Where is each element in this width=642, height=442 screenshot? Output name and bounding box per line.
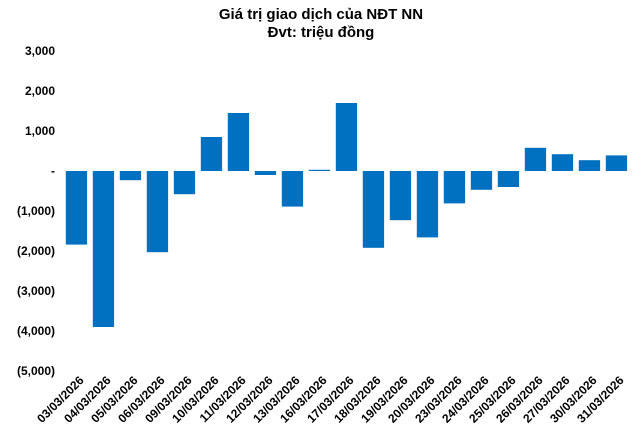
- bar: [119, 171, 142, 181]
- bar: [65, 171, 88, 245]
- bar: [146, 171, 169, 253]
- x-axis: 03/03/202604/03/202605/03/202606/03/2026…: [34, 373, 627, 426]
- bar: [254, 171, 277, 175]
- bar: [281, 171, 304, 207]
- chart-subtitle: Đvt: triệu đồng: [268, 24, 375, 41]
- y-tick-label: 3,000: [25, 44, 55, 58]
- bars: [65, 103, 628, 327]
- y-tick-label: 2,000: [25, 84, 55, 98]
- y-axis: 3,000 2,000 1,000 - (1,000) (2,000) (3,000) (4,…: [17, 44, 55, 378]
- bar: [470, 171, 493, 190]
- bar: [92, 171, 115, 327]
- y-tick-label: (4,000): [17, 324, 55, 338]
- bar: [416, 171, 439, 238]
- bar: [389, 171, 412, 221]
- bar: [605, 155, 628, 171]
- bar: [524, 147, 547, 171]
- bar: [200, 137, 223, 171]
- chart-title: Giá trị giao dịch của NĐT NN: [219, 6, 423, 23]
- bar: [497, 171, 520, 187]
- bar: [173, 171, 196, 195]
- y-tick-label: -: [51, 164, 55, 178]
- y-tick-label: (1,000): [17, 204, 55, 218]
- y-tick-label: 1,000: [25, 124, 55, 138]
- y-tick-label: (2,000): [17, 244, 55, 258]
- bar: [551, 154, 574, 171]
- bar: [335, 103, 358, 171]
- bar: [578, 160, 601, 171]
- y-tick-label: (3,000): [17, 284, 55, 298]
- y-tick-label: (5,000): [17, 364, 55, 378]
- bar: [362, 171, 385, 248]
- bar: [227, 113, 250, 171]
- bar: [443, 171, 466, 204]
- bar: [308, 169, 331, 171]
